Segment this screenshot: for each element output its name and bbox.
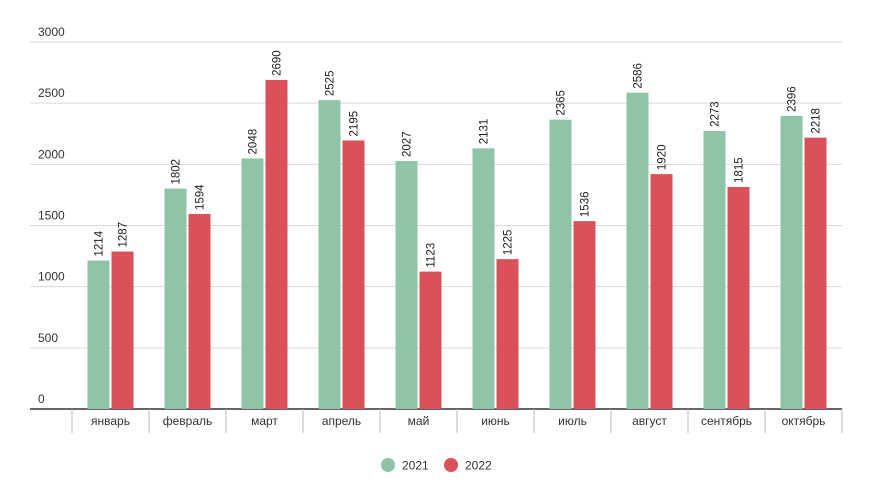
- bar-2022: [188, 214, 211, 409]
- x-tick-label: май: [408, 414, 430, 428]
- legend-label: 2021: [402, 459, 429, 473]
- x-tick-label: март: [251, 414, 278, 428]
- bar-2022: [342, 140, 365, 409]
- y-tick-label: 500: [38, 331, 58, 345]
- legend-marker-2021: [381, 458, 395, 472]
- y-tick-label: 3000: [38, 25, 65, 39]
- data-label: 2690: [272, 50, 284, 76]
- data-label: 1594: [195, 184, 207, 210]
- bar-2021: [780, 115, 803, 409]
- bar-2021: [472, 148, 495, 409]
- bar-2022: [650, 174, 673, 409]
- data-label: 2195: [349, 111, 361, 137]
- y-tick-label: 1500: [38, 209, 65, 223]
- legend-label: 2022: [465, 459, 492, 473]
- x-tick-label: июль: [558, 414, 587, 428]
- bar-2022: [727, 186, 750, 409]
- bar-2021: [626, 92, 649, 410]
- data-label: 1536: [580, 192, 592, 218]
- data-label: 1225: [503, 230, 515, 256]
- data-label: 2218: [811, 108, 823, 134]
- x-tick-label: февраль: [163, 414, 213, 428]
- data-label: 1815: [734, 157, 746, 183]
- data-label: 1123: [426, 243, 438, 268]
- bar-2021: [703, 130, 726, 409]
- bar-2021: [241, 158, 264, 409]
- data-label: 1920: [657, 145, 669, 171]
- x-tick-label: сентябрь: [701, 414, 752, 428]
- x-tick-label: апрель: [322, 414, 361, 428]
- bar-2022: [573, 221, 596, 409]
- data-label: 1802: [171, 159, 183, 185]
- x-tick-label: октябрь: [782, 414, 826, 428]
- y-tick-label: 2000: [38, 147, 65, 161]
- y-tick-label: 2500: [38, 86, 65, 100]
- data-label: 1214: [94, 230, 106, 256]
- bar-2022: [804, 137, 827, 409]
- data-label: 2027: [402, 131, 414, 157]
- bar-2021: [549, 119, 572, 409]
- data-label: 2396: [787, 86, 799, 112]
- bar-2022: [265, 79, 288, 409]
- bar-2021: [87, 260, 110, 409]
- bar-2021: [395, 161, 418, 409]
- data-label: 1287: [118, 222, 130, 248]
- data-label: 2586: [633, 63, 645, 89]
- data-label: 2525: [325, 71, 337, 97]
- bar-2022: [111, 251, 134, 409]
- y-tick-label: 1000: [38, 270, 65, 284]
- bar-2022: [496, 259, 519, 409]
- x-tick-label: январь: [91, 414, 130, 428]
- data-label: 2273: [710, 101, 722, 127]
- data-label: 2131: [479, 119, 491, 145]
- bar-2021: [164, 188, 187, 409]
- x-tick-label: август: [632, 414, 667, 428]
- data-label: 2365: [556, 90, 568, 116]
- bar-2021: [318, 100, 341, 409]
- bar-2022: [419, 271, 442, 409]
- legend-marker-2022: [444, 458, 458, 472]
- y-tick-label: 0: [38, 392, 45, 406]
- x-tick-label: июнь: [481, 414, 510, 428]
- data-label: 2048: [248, 129, 260, 155]
